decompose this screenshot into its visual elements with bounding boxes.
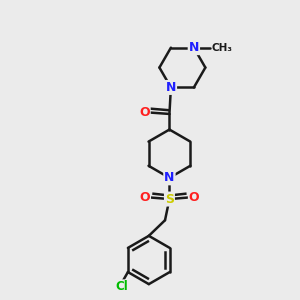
Text: N: N [166, 81, 176, 94]
Text: N: N [189, 41, 199, 54]
Text: CH₃: CH₃ [212, 43, 233, 53]
Text: Cl: Cl [116, 280, 128, 293]
Text: S: S [165, 193, 174, 206]
Text: O: O [139, 106, 150, 119]
Text: O: O [140, 191, 150, 204]
Text: N: N [164, 171, 175, 184]
Text: O: O [189, 191, 200, 204]
